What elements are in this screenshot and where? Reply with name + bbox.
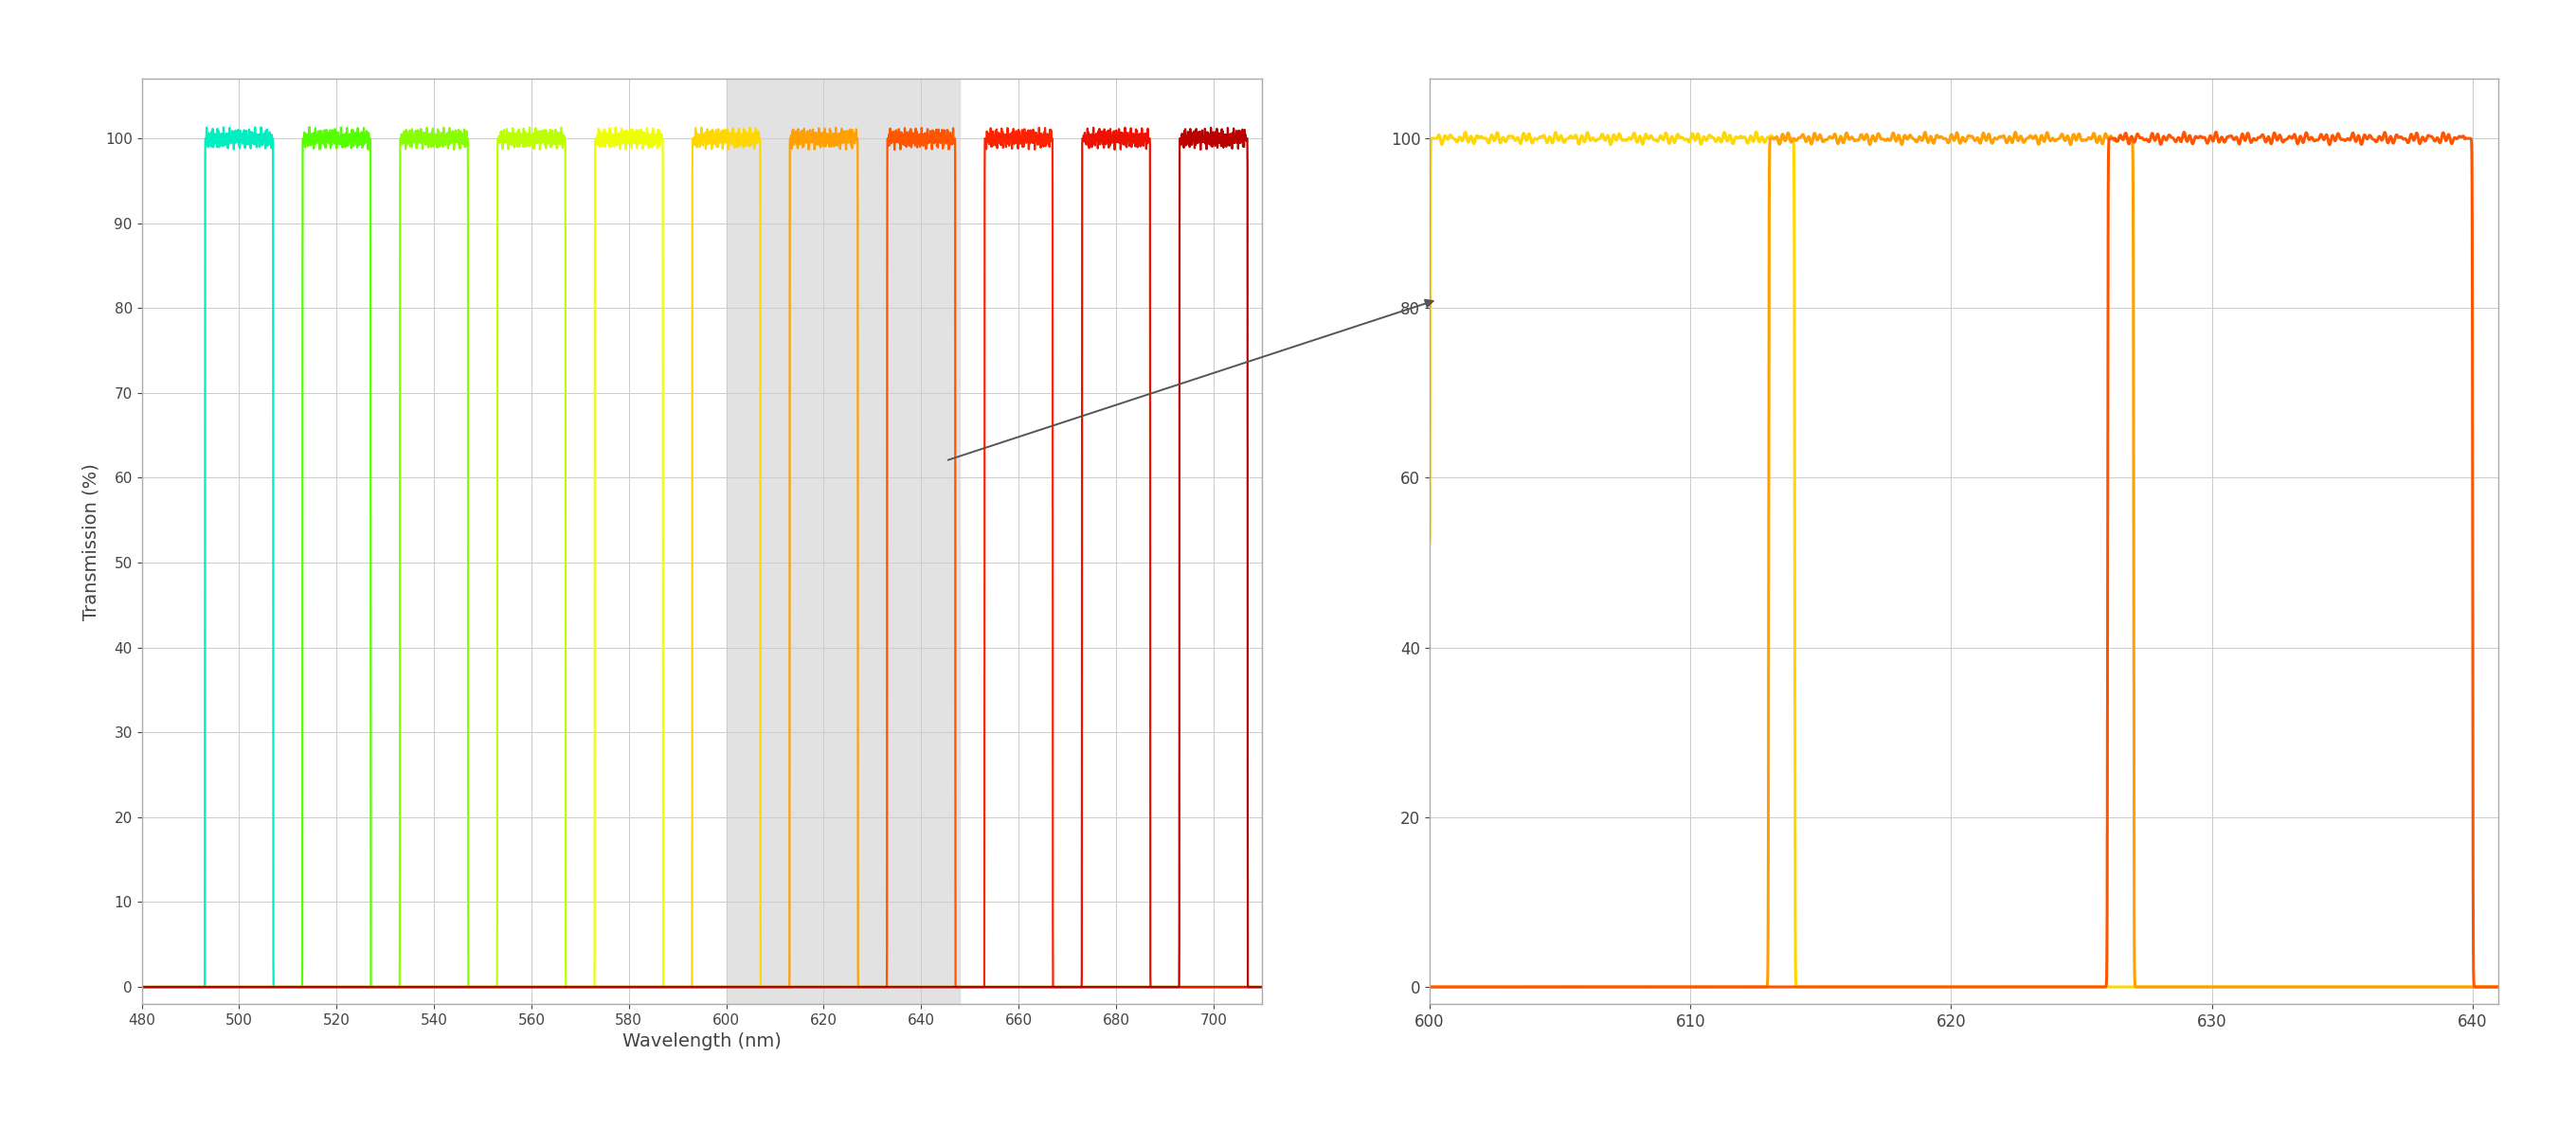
Bar [726, 79, 961, 1004]
X-axis label: Wavelength (nm): Wavelength (nm) [623, 1032, 781, 1050]
Y-axis label: Transmission (%): Transmission (%) [82, 462, 100, 620]
